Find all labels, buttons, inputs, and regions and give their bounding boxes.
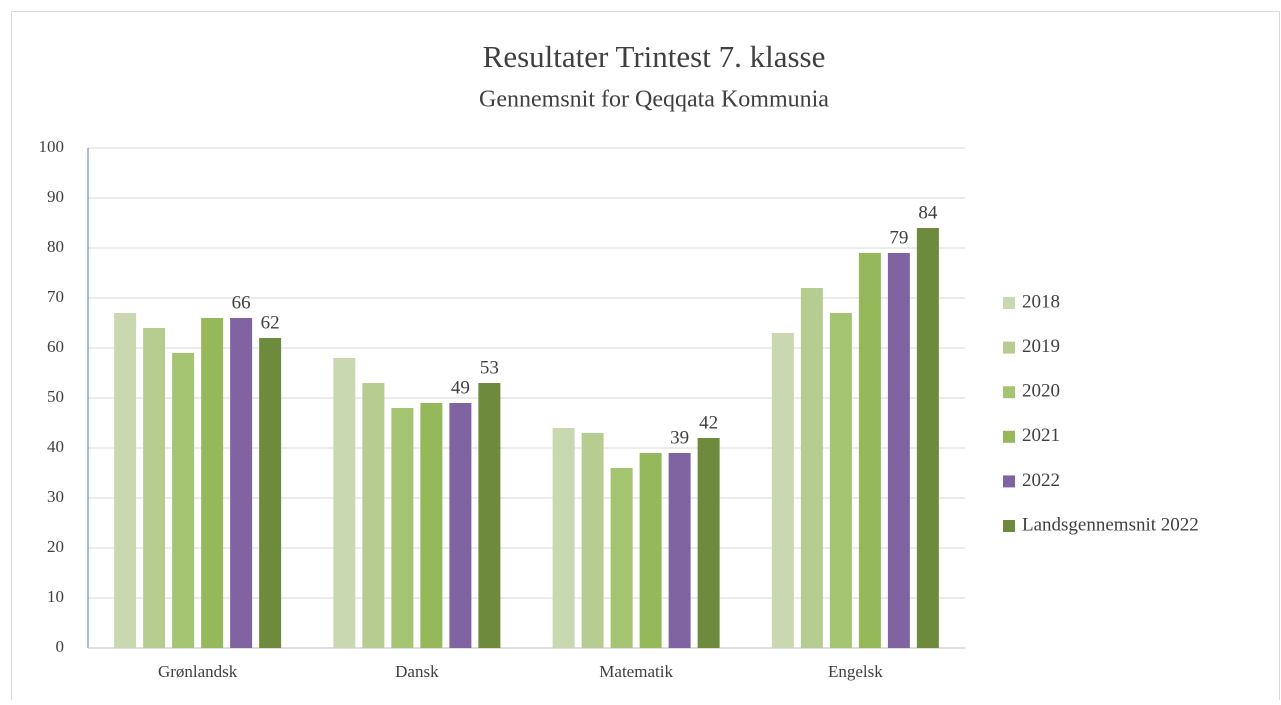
bar [887,253,910,648]
data-label: 79 [889,227,908,248]
bar [829,313,852,648]
y-tick-label: 20 [47,537,64,556]
legend-swatch [1003,430,1015,443]
legend-label: 2021 [1022,425,1060,446]
x-tick-label: Engelsk [828,662,883,681]
y-tick-label: 70 [47,287,64,306]
x-tick-label: Grønlandsk [158,662,238,681]
data-label: 39 [670,427,689,448]
legend-swatch [1003,386,1015,399]
bar [333,358,356,648]
y-tick-label: 60 [47,337,64,356]
bar [478,383,501,648]
bar [201,318,224,648]
legend-label: 2022 [1022,470,1060,491]
bar [362,383,385,648]
data-label: 84 [918,202,938,223]
bar [639,453,662,648]
bar [143,328,166,648]
bar [581,433,604,648]
x-tick-label: Matematik [599,662,673,681]
data-label: 42 [699,412,718,433]
bar [610,468,633,648]
bar [771,333,794,648]
data-label: 62 [261,312,280,333]
y-tick-label: 30 [47,487,64,506]
legend-swatch [1003,297,1015,309]
bar [420,403,443,648]
data-label: 49 [451,377,470,398]
y-tick-label: 90 [47,187,64,206]
y-tick-label: 100 [39,137,65,156]
chart-subtitle: Gennemsnit for Qeqqata Kommunia [479,87,829,113]
bar [916,228,939,648]
bar [391,408,414,648]
bar [668,453,691,648]
legend-swatch [1003,341,1015,354]
data-label: 66 [232,292,251,313]
y-tick-label: 0 [56,637,65,656]
y-tick-label: 40 [47,437,64,456]
legend-label: Landsgennemsnit 2022 [1022,514,1199,535]
bar [230,318,253,648]
x-tick-label: Dansk [395,662,439,681]
bar [552,428,575,648]
bar [114,313,137,648]
legend-label: 2019 [1022,336,1060,357]
bar [259,338,282,648]
data-label: 53 [480,357,499,378]
y-tick-label: 10 [47,587,64,606]
y-tick-label: 50 [47,387,64,406]
bar [172,353,195,648]
bar [800,288,823,648]
legend-swatch [1003,475,1015,488]
legend-swatch [1003,520,1015,532]
y-tick-label: 80 [47,237,64,256]
bar [697,438,720,648]
bar [858,253,881,648]
chart-title: Resultater Trintest 7. klasse [483,39,826,74]
legend-label: 2020 [1022,381,1060,402]
bar [449,403,472,648]
legend-label: 2018 [1022,291,1060,312]
